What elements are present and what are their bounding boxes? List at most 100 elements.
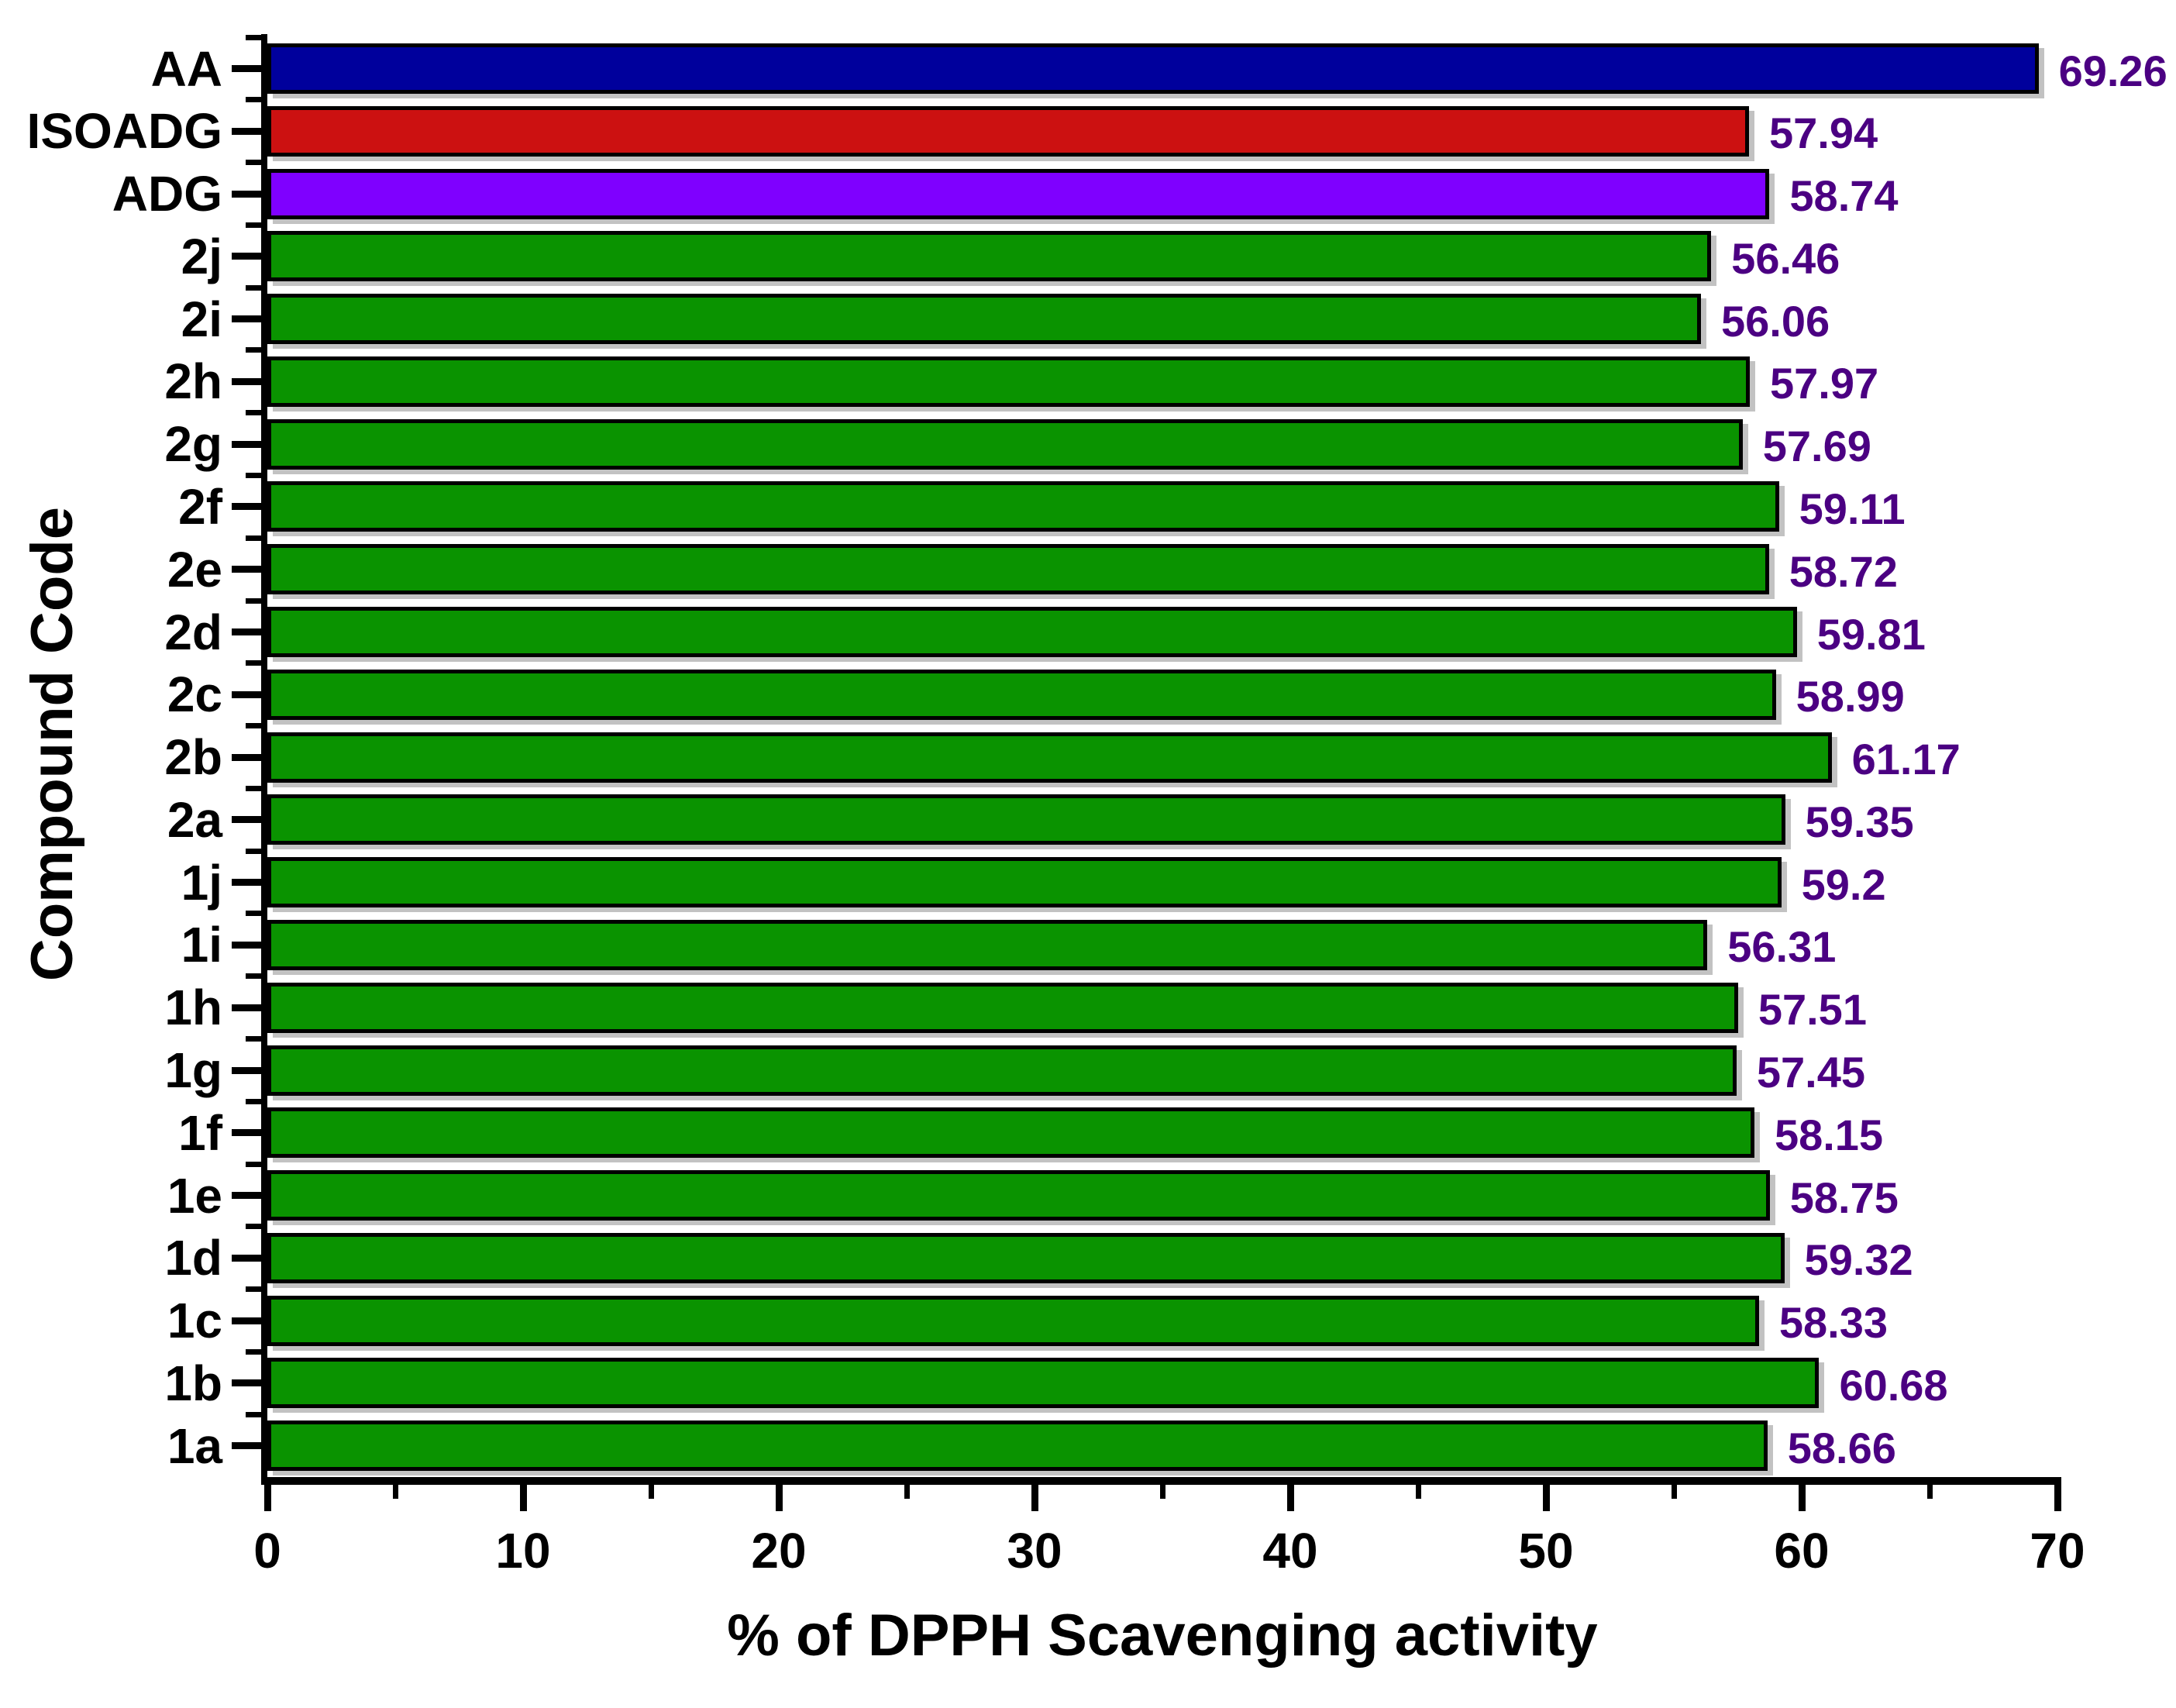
y-minor-tick <box>246 472 261 478</box>
y-minor-tick <box>246 1161 261 1167</box>
x-major-tick <box>263 1477 271 1511</box>
bar-2h <box>267 356 1750 407</box>
bar-value-label-1j: 59.2 <box>1801 859 1886 909</box>
y-major-tick <box>232 690 261 698</box>
y-category-label-2a: 2a <box>167 791 222 848</box>
bar-value-label-2c: 58.99 <box>1796 672 1905 721</box>
bar-1f <box>267 1107 1754 1159</box>
y-major-tick <box>232 753 261 761</box>
y-minor-tick <box>246 1224 261 1230</box>
y-minor-tick <box>246 1411 261 1417</box>
bar-2a <box>267 794 1785 845</box>
y-minor-tick <box>246 1098 261 1104</box>
bar-value-label-1d: 59.32 <box>1804 1235 1913 1285</box>
x-major-tick <box>1031 1477 1038 1511</box>
x-minor-tick <box>392 1477 398 1499</box>
bar-value-label-1i: 56.31 <box>1727 922 1837 972</box>
bar-value-label-2e: 58.72 <box>1789 546 1898 596</box>
x-tick-label-50: 50 <box>1518 1523 1574 1579</box>
bar-value-label-1g: 57.45 <box>1756 1048 1865 1097</box>
x-tick-label-10: 10 <box>495 1523 551 1579</box>
y-category-label-1f: 1f <box>178 1104 222 1161</box>
y-category-label-2h: 2h <box>164 353 222 410</box>
y-category-label-2b: 2b <box>164 729 222 786</box>
x-tick-label-70: 70 <box>2030 1523 2085 1579</box>
bar-value-label-1a: 58.66 <box>1787 1423 1896 1472</box>
y-major-tick <box>232 628 261 636</box>
y-minor-tick <box>246 848 261 854</box>
bar-2f <box>267 481 1779 532</box>
bar-1g <box>267 1045 1737 1096</box>
y-category-label-AA: AA <box>150 40 222 97</box>
y-major-tick <box>232 1192 261 1200</box>
y-major-tick <box>232 816 261 824</box>
y-minor-tick <box>246 284 261 291</box>
bar-2c <box>267 669 1776 720</box>
bar-1b <box>267 1358 1820 1409</box>
x-minor-tick <box>648 1477 654 1499</box>
y-major-tick <box>232 941 261 949</box>
bar-value-label-2j: 56.46 <box>1731 233 1840 283</box>
bar-value-label-AA: 69.26 <box>2058 46 2167 95</box>
bar-ADG <box>267 168 1770 219</box>
y-category-label-1e: 1e <box>167 1167 222 1224</box>
y-minor-tick <box>246 1286 261 1293</box>
bar-value-label-1b: 60.68 <box>1839 1360 1948 1410</box>
y-category-label-1j: 1j <box>181 854 222 911</box>
y-category-label-2f: 2f <box>178 478 222 535</box>
x-minor-tick <box>1159 1477 1165 1499</box>
x-major-tick <box>1286 1477 1294 1511</box>
x-tick-label-0: 0 <box>253 1523 281 1579</box>
bar-1j <box>267 857 1782 908</box>
bar-value-label-2i: 56.06 <box>1720 296 1830 346</box>
y-major-tick <box>232 253 261 260</box>
bar-2i <box>267 294 1701 345</box>
y-major-tick <box>232 1129 261 1137</box>
y-major-tick <box>232 1254 261 1262</box>
y-major-tick <box>232 315 261 323</box>
y-major-tick <box>232 566 261 573</box>
y-minor-tick <box>246 785 261 791</box>
x-major-tick <box>2054 1477 2061 1511</box>
y-major-tick <box>232 1379 261 1387</box>
y-category-label-1i: 1i <box>181 917 222 973</box>
bar-value-label-1h: 57.51 <box>1758 985 1867 1035</box>
y-axis-line <box>261 34 267 1485</box>
y-category-label-1a: 1a <box>167 1417 222 1474</box>
y-minor-tick <box>246 160 261 166</box>
bar-value-label-ISOADG: 57.94 <box>1769 108 1878 158</box>
y-minor-tick <box>246 911 261 917</box>
y-category-label-1b: 1b <box>164 1355 222 1411</box>
bar-value-label-2b: 61.17 <box>1851 735 1961 784</box>
bar-1e <box>267 1170 1770 1221</box>
bar-value-label-1c: 58.33 <box>1778 1298 1889 1348</box>
y-major-tick <box>232 377 261 385</box>
y-major-tick <box>232 879 261 887</box>
y-category-label-2i: 2i <box>181 291 222 347</box>
y-minor-tick <box>246 1036 261 1042</box>
x-tick-label-60: 60 <box>1774 1523 1830 1579</box>
x-minor-tick <box>1415 1477 1421 1499</box>
x-minor-tick <box>904 1477 910 1499</box>
bar-1d <box>267 1232 1785 1283</box>
x-major-tick <box>775 1477 783 1511</box>
x-tick-label-20: 20 <box>751 1523 807 1579</box>
y-category-label-2e: 2e <box>167 541 222 597</box>
y-category-label-2d: 2d <box>164 604 222 660</box>
y-category-label-1d: 1d <box>164 1230 222 1286</box>
bar-1i <box>267 919 1708 970</box>
y-category-label-2c: 2c <box>167 666 222 723</box>
x-tick-label-40: 40 <box>1262 1523 1318 1579</box>
y-minor-tick <box>246 222 261 228</box>
bar-value-label-2h: 57.97 <box>1770 359 1879 408</box>
y-category-label-1c: 1c <box>167 1293 222 1349</box>
y-minor-tick <box>246 723 261 729</box>
bar-value-label-2d: 59.81 <box>1816 609 1926 659</box>
bar-1a <box>267 1420 1768 1472</box>
bar-AA <box>267 43 2039 94</box>
x-minor-tick <box>1926 1477 1933 1499</box>
bar-2d <box>267 607 1797 658</box>
x-major-tick <box>1542 1477 1550 1511</box>
y-major-tick <box>232 127 261 135</box>
